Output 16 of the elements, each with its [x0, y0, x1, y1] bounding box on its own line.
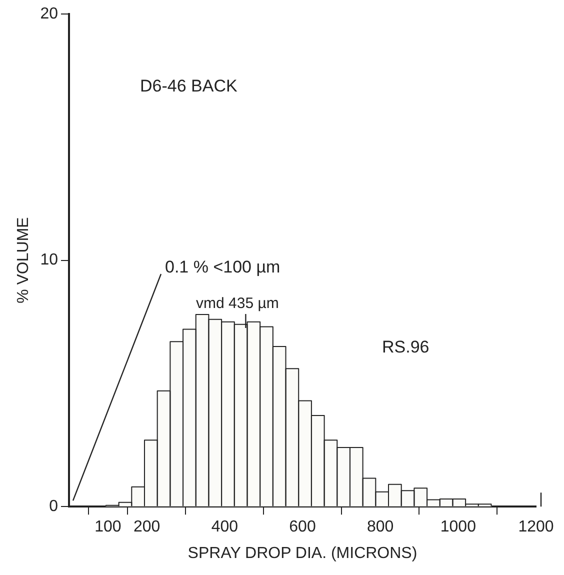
x-tick-label: 1200: [518, 518, 554, 536]
x-tick-label: 800: [366, 518, 394, 536]
x-tick-label: 600: [289, 518, 316, 536]
y-tick-label: 10: [40, 252, 58, 269]
annotation: vmd 435 µm: [196, 295, 279, 312]
y-tick-label: 0: [49, 498, 58, 516]
x-tick-label: 100: [94, 518, 122, 536]
y-axis-title: % VOLUME: [15, 217, 32, 304]
x-tick-label: 1000: [440, 518, 476, 536]
annotation: RS.96: [382, 338, 430, 357]
x-tick-label: 400: [211, 518, 238, 536]
y-tick-label: 20: [40, 5, 58, 22]
x-tick-label: 200: [133, 518, 160, 536]
x-axis-title: SPRAY DROP DIA. (MICRONS): [188, 544, 418, 562]
annotation: 0.1 % <100 µm: [165, 258, 280, 277]
annotation: D6-46 BACK: [140, 76, 238, 96]
